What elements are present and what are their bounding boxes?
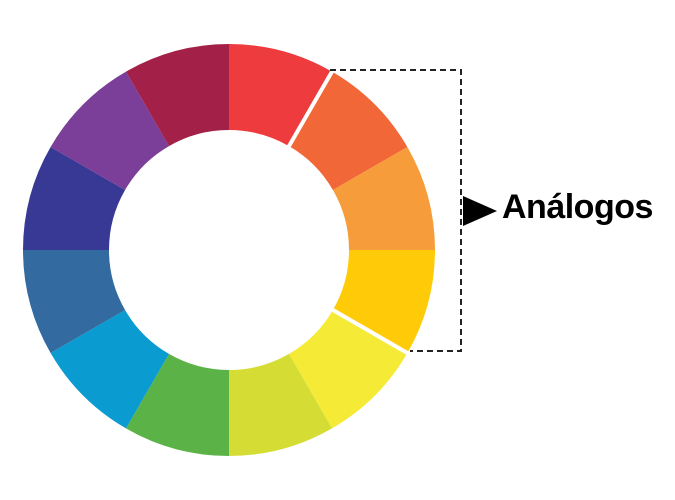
segment-green <box>126 353 229 456</box>
segment-blue-violet <box>23 147 126 250</box>
segment-red <box>229 44 332 147</box>
separator-start <box>286 68 336 149</box>
separator-end <box>330 307 411 357</box>
segment-blue <box>23 250 126 353</box>
segment-yellow-orange <box>332 250 435 353</box>
segment-yellow-green <box>229 353 332 456</box>
triangle-arrow-right-icon <box>463 196 497 226</box>
segment-violet <box>50 71 169 190</box>
segment-red-orange <box>289 71 408 190</box>
analogos-label: Análogos <box>502 188 653 226</box>
dashed-bracket <box>330 69 462 352</box>
segment-blue-green <box>50 310 169 429</box>
segment-yellow <box>289 310 408 429</box>
color-wheel-segments <box>23 44 435 456</box>
segment-orange <box>332 147 435 250</box>
segment-red-violet <box>126 44 229 147</box>
